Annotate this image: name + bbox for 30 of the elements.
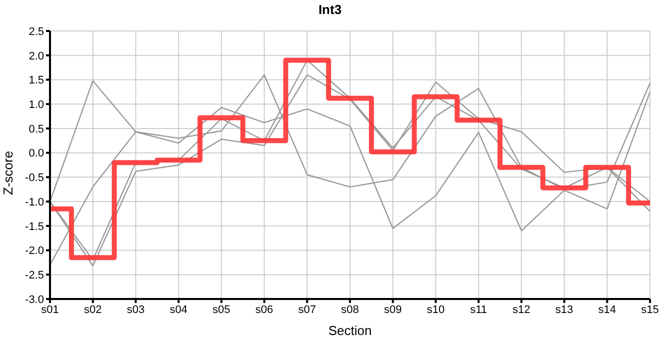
x-tick-label: s13 xyxy=(555,304,574,316)
y-tick-label: 1.5 xyxy=(28,74,44,87)
x-tick-label: s12 xyxy=(512,304,530,316)
x-tick-label: s08 xyxy=(341,304,359,316)
y-tick-label: 1.0 xyxy=(28,98,44,111)
x-tick-label: s06 xyxy=(255,304,274,316)
y-tick-label: -1.5 xyxy=(25,220,44,233)
x-tick-label: s05 xyxy=(212,304,230,316)
x-tick-label: s10 xyxy=(426,304,445,316)
y-tick-label: -0.5 xyxy=(25,172,44,184)
x-tick-label: s02 xyxy=(84,304,102,316)
y-tick-label: -2.0 xyxy=(25,245,44,258)
x-tick-label: s11 xyxy=(470,304,488,316)
y-axis-title: Z-score xyxy=(0,150,16,195)
x-tick-label: s03 xyxy=(126,304,145,316)
x-tick-label: s04 xyxy=(170,304,188,316)
y-tick-label: 0.5 xyxy=(28,123,44,136)
x-tick-label: s15 xyxy=(641,304,659,316)
y-tick-label: 0.0 xyxy=(28,148,44,160)
y-tick-label: 2.0 xyxy=(28,50,44,62)
x-axis-title: Section xyxy=(328,323,372,338)
y-tick-label: 2.5 xyxy=(28,26,44,38)
y-tick-label: -1.0 xyxy=(25,196,44,208)
chart-title: Int3 xyxy=(317,2,343,17)
x-tick-label: s09 xyxy=(384,304,402,316)
x-tick-label: s07 xyxy=(298,304,316,316)
y-tick-label: -2.5 xyxy=(25,270,44,282)
x-tick-label: s01 xyxy=(41,304,59,316)
x-tick-label: s14 xyxy=(598,304,616,316)
y-tick-label: -3.0 xyxy=(25,294,44,306)
